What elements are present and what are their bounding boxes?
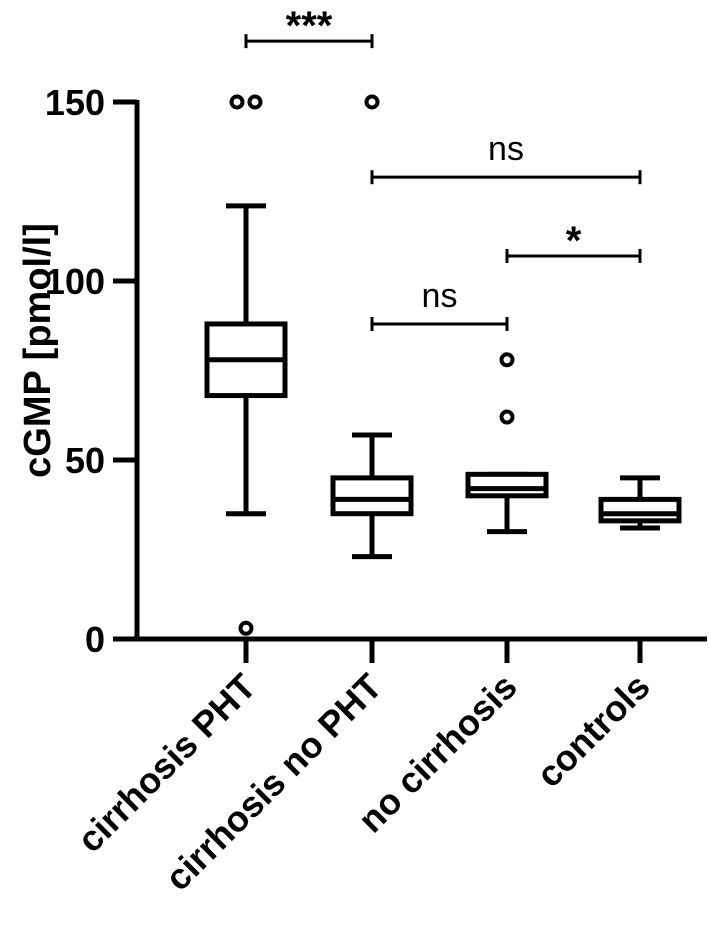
significance-bracket-1: ns <box>370 130 642 185</box>
x-tick-label-1: cirrhosis no PHT <box>157 666 390 899</box>
significance-bracket-3: ns <box>370 277 509 331</box>
y-tick-label-100: 100 <box>45 261 105 302</box>
box-iqr <box>465 471 549 499</box>
significance-label: * <box>566 219 582 263</box>
significance-brackets: *** ns * ns <box>244 4 642 331</box>
outlier-point <box>499 352 515 368</box>
significance-label: ns <box>422 277 458 315</box>
box-2 <box>465 352 549 535</box>
box-3 <box>598 475 682 531</box>
outlier-point <box>238 620 254 636</box>
boxes <box>204 94 682 636</box>
y-tick-label-50: 50 <box>65 440 105 481</box>
box-0 <box>204 94 288 636</box>
outlier-point <box>229 94 245 110</box>
significance-bracket-0: *** <box>244 4 374 49</box>
outlier-point <box>499 409 515 425</box>
box-iqr <box>598 496 682 524</box>
significance-label: *** <box>286 4 333 48</box>
box-iqr <box>330 475 414 517</box>
significance-label: ns <box>488 130 524 168</box>
y-tick-label-0: 0 <box>85 619 105 660</box>
x-tick-label-3: controls <box>528 666 657 795</box>
significance-bracket-2: * <box>505 219 642 263</box>
y-tick-label-150: 150 <box>45 82 105 123</box>
y-ticks: 0 50 100 150 <box>45 82 137 660</box>
y-axis-label: cGMP [pmol/l] <box>17 223 59 478</box>
axes <box>134 100 707 642</box>
outlier-point <box>247 94 263 110</box>
box-1 <box>330 94 414 560</box>
outlier-point <box>364 94 380 110</box>
